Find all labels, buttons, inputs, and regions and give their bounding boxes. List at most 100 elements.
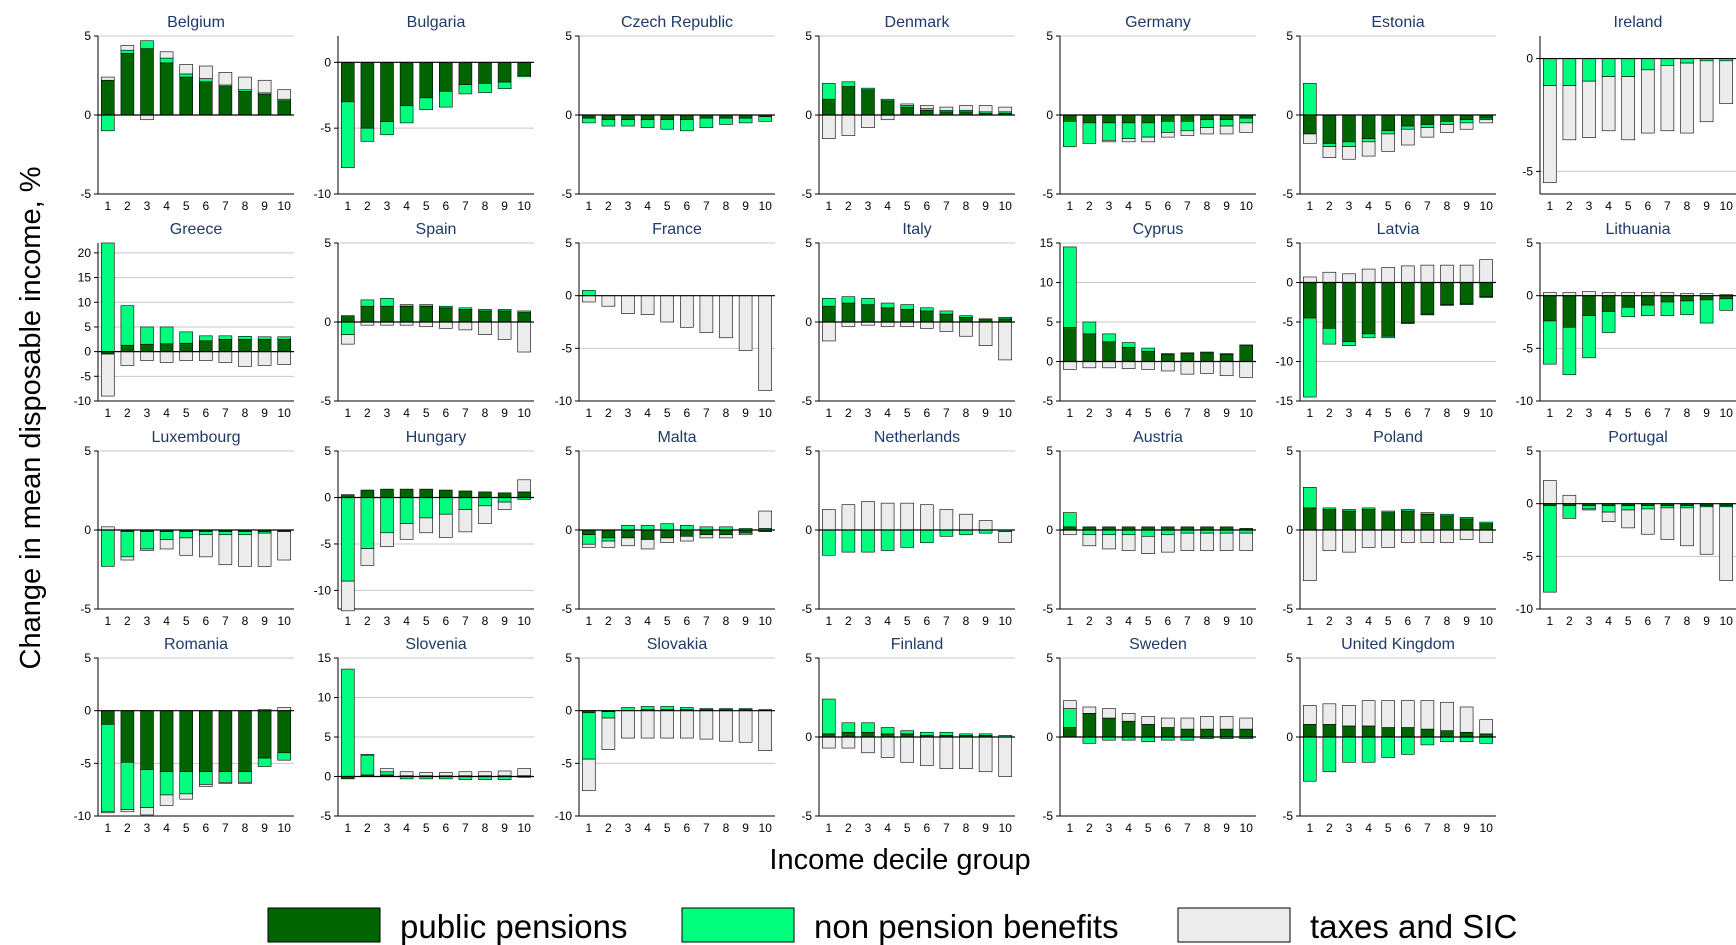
legend-swatch-taxes — [1177, 907, 1291, 943]
bar-taxes — [517, 768, 531, 777]
y-tick-label: 5 — [805, 29, 812, 43]
panel-title: Malta — [657, 429, 696, 446]
bar-benefits — [1621, 58, 1635, 77]
bar-pensions — [1303, 507, 1317, 531]
bar-taxes — [1479, 119, 1493, 124]
x-tick-label: 10 — [999, 821, 1013, 835]
bar-taxes — [920, 736, 934, 766]
bar-benefits — [517, 75, 531, 78]
x-tick-label: 6 — [923, 406, 930, 420]
x-tick-label: 8 — [1684, 406, 1691, 420]
bar-taxes — [218, 72, 233, 86]
bar-taxes — [517, 321, 531, 353]
x-tick-label: 8 — [1204, 406, 1211, 420]
bar-taxes — [1601, 511, 1616, 522]
bar-benefits — [1680, 505, 1694, 509]
bar-pensions — [1082, 712, 1097, 738]
x-tick-label: 8 — [1444, 614, 1451, 628]
bar-benefits — [1420, 313, 1435, 316]
x-tick-label: 4 — [163, 199, 170, 213]
x-tick-label: 6 — [1164, 406, 1171, 420]
bar-benefits — [1239, 344, 1253, 347]
bar-taxes — [900, 103, 914, 106]
bar-taxes — [341, 580, 355, 612]
bar-benefits — [680, 707, 694, 710]
bar-pensions — [1303, 282, 1317, 319]
bar-pensions — [238, 91, 252, 116]
bar-taxes — [478, 505, 492, 524]
y-tick-label: 5 — [1046, 29, 1053, 43]
bar-pensions — [218, 338, 233, 352]
bar-pensions — [478, 491, 492, 498]
x-tick-label: 1 — [825, 614, 832, 628]
bar-benefits — [360, 497, 375, 549]
bar-benefits — [1361, 736, 1376, 763]
x-tick-label: 1 — [104, 406, 111, 420]
x-tick-label: 1 — [825, 821, 832, 835]
bar-benefits — [1121, 122, 1136, 140]
y-tick-label: 5 — [1046, 444, 1053, 458]
y-tick-label: 0 — [805, 523, 812, 537]
x-tick-label: 10 — [759, 406, 773, 420]
x-tick-label: 9 — [982, 199, 989, 213]
bar-benefits — [680, 119, 694, 132]
x-tick-label: 3 — [625, 614, 632, 628]
bar-benefits — [880, 302, 895, 309]
bar-taxes — [1562, 85, 1577, 141]
bar-benefits — [1459, 303, 1474, 305]
bar-pensions — [1641, 295, 1655, 306]
panel-title: Poland — [1373, 429, 1423, 446]
bar-benefits — [1660, 301, 1675, 316]
y-tick-label: -5 — [801, 809, 812, 823]
y-tick-label: -5 — [1282, 809, 1293, 823]
x-tick-label: 4 — [644, 821, 651, 835]
bar-benefits — [738, 708, 753, 710]
bar-taxes — [277, 89, 291, 100]
y-tick-label: -10 — [74, 394, 92, 408]
bar-pensions — [1303, 724, 1317, 738]
bar-pensions — [1219, 728, 1234, 738]
bar-pensions — [680, 529, 694, 537]
bar-benefits — [120, 531, 135, 558]
y-tick-label: 0 — [1046, 523, 1053, 537]
bar-benefits — [719, 117, 733, 125]
x-tick-label: 9 — [261, 821, 268, 835]
x-tick-label: 4 — [884, 199, 891, 213]
bar-pensions — [1381, 512, 1395, 531]
bar-pensions — [959, 316, 973, 323]
panel-title: Sweden — [1129, 636, 1187, 653]
x-tick-label: 5 — [423, 614, 430, 628]
bar-pensions — [140, 48, 154, 116]
bar-taxes — [1102, 139, 1116, 143]
y-tick-label: 20 — [78, 246, 92, 260]
bar-benefits — [978, 733, 993, 736]
bar-benefits — [199, 531, 213, 536]
bar-taxes — [1322, 703, 1337, 725]
y-tick-label: 0 — [1526, 289, 1533, 303]
bar-benefits — [880, 98, 895, 102]
bar-taxes — [380, 532, 394, 548]
x-tick-label: 6 — [923, 821, 930, 835]
bar-benefits — [1303, 83, 1317, 116]
x-tick-label: 5 — [904, 406, 911, 420]
bar-pensions — [1361, 114, 1376, 140]
x-tick-label: 2 — [364, 821, 371, 835]
bar-pensions — [1219, 354, 1234, 362]
bar-pensions — [1361, 282, 1376, 335]
x-tick-label: 9 — [261, 199, 268, 213]
x-tick-label: 9 — [1223, 821, 1230, 835]
x-tick-label: 5 — [423, 199, 430, 213]
bar-benefits — [419, 497, 433, 519]
bar-taxes — [841, 321, 856, 328]
bar-taxes — [1641, 69, 1655, 134]
bar-pensions — [517, 62, 531, 76]
x-tick-label: 3 — [865, 406, 872, 420]
bar-benefits — [1121, 342, 1136, 348]
bar-taxes — [841, 114, 856, 136]
x-tick-label: 2 — [605, 406, 612, 420]
bar-pensions — [621, 529, 635, 539]
bar-taxes — [861, 736, 875, 754]
bar-taxes — [1161, 132, 1175, 138]
